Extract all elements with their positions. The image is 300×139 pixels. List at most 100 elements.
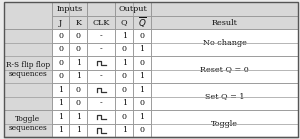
Bar <box>70 110 87 123</box>
Text: 0: 0 <box>58 72 63 80</box>
Bar <box>70 16 87 29</box>
Bar <box>133 110 151 123</box>
Bar <box>4 29 52 110</box>
Bar <box>115 56 133 70</box>
Text: -: - <box>100 99 103 107</box>
Text: 1: 1 <box>122 99 127 107</box>
Text: 1: 1 <box>76 113 81 121</box>
Text: Toggle
sequences: Toggle sequences <box>8 115 47 132</box>
Text: 0: 0 <box>122 86 127 94</box>
Bar <box>70 29 87 43</box>
Bar <box>151 29 298 56</box>
Text: -: - <box>100 45 103 53</box>
Text: Result: Result <box>212 18 237 27</box>
Text: -: - <box>100 72 103 80</box>
Text: 1: 1 <box>76 72 81 80</box>
Text: 0: 0 <box>122 45 127 53</box>
Text: 1: 1 <box>58 113 63 121</box>
Bar <box>115 16 133 29</box>
Text: Inputs: Inputs <box>56 5 82 13</box>
Bar <box>87 70 115 83</box>
Text: Q: Q <box>121 18 128 27</box>
Text: 0: 0 <box>122 113 127 121</box>
Text: K: K <box>75 18 81 27</box>
Text: 0: 0 <box>58 32 63 40</box>
Bar <box>4 2 52 29</box>
Bar <box>115 43 133 56</box>
Bar <box>151 83 298 110</box>
Text: 0: 0 <box>76 99 81 107</box>
Text: Set Q = 1: Set Q = 1 <box>205 92 244 100</box>
Text: 1: 1 <box>76 126 81 134</box>
Text: CLK: CLK <box>93 18 110 27</box>
Text: -: - <box>100 32 103 40</box>
Bar <box>52 29 70 43</box>
Text: R-S flip flop
sequences: R-S flip flop sequences <box>6 61 50 78</box>
Bar <box>151 56 298 83</box>
Bar <box>151 2 298 16</box>
Text: 0: 0 <box>122 72 127 80</box>
Text: 0: 0 <box>140 99 145 107</box>
Bar <box>87 110 115 123</box>
Bar <box>70 83 87 96</box>
Text: 0: 0 <box>76 32 81 40</box>
Bar <box>52 83 70 96</box>
Text: 1: 1 <box>76 59 81 67</box>
Text: Toggle: Toggle <box>211 120 238 127</box>
Bar <box>133 123 151 137</box>
Text: 1: 1 <box>140 72 145 80</box>
Text: 1: 1 <box>122 126 127 134</box>
Text: 0: 0 <box>58 59 63 67</box>
Text: 1: 1 <box>140 113 145 121</box>
Text: 0: 0 <box>140 126 145 134</box>
Bar <box>133 56 151 70</box>
Bar <box>151 16 298 29</box>
Bar <box>87 2 115 16</box>
Text: $\overline{Q}$: $\overline{Q}$ <box>138 15 146 30</box>
Bar <box>52 110 70 123</box>
Bar <box>52 56 70 70</box>
Bar <box>115 83 133 96</box>
Bar <box>115 123 133 137</box>
Bar <box>133 96 151 110</box>
Bar <box>52 123 70 137</box>
Text: 1: 1 <box>140 45 145 53</box>
Bar <box>133 16 151 29</box>
Bar <box>115 2 151 16</box>
Text: 1: 1 <box>122 59 127 67</box>
Bar <box>52 43 70 56</box>
Bar <box>52 2 87 16</box>
Bar <box>70 123 87 137</box>
Bar <box>115 96 133 110</box>
Bar <box>151 110 298 137</box>
Text: Reset Q = 0: Reset Q = 0 <box>200 65 249 74</box>
Bar <box>4 110 52 137</box>
Bar <box>70 43 87 56</box>
Bar <box>52 70 70 83</box>
Bar <box>87 43 115 56</box>
Bar <box>133 83 151 96</box>
Text: 0: 0 <box>140 32 145 40</box>
Bar <box>70 96 87 110</box>
Text: 0: 0 <box>76 86 81 94</box>
Bar <box>87 56 115 70</box>
Text: 1: 1 <box>58 99 63 107</box>
Text: 0: 0 <box>76 45 81 53</box>
Bar <box>87 83 115 96</box>
Bar <box>115 70 133 83</box>
Bar <box>133 70 151 83</box>
Text: Output: Output <box>119 5 147 13</box>
Text: 0: 0 <box>58 45 63 53</box>
Bar <box>115 110 133 123</box>
Bar <box>52 16 70 29</box>
Bar <box>70 70 87 83</box>
Bar <box>70 56 87 70</box>
Text: 1: 1 <box>140 86 145 94</box>
Text: No change: No change <box>202 39 246 47</box>
Text: 1: 1 <box>58 86 63 94</box>
Bar <box>87 16 115 29</box>
Text: J: J <box>59 18 62 27</box>
Bar <box>133 29 151 43</box>
Bar <box>87 29 115 43</box>
Bar <box>133 43 151 56</box>
